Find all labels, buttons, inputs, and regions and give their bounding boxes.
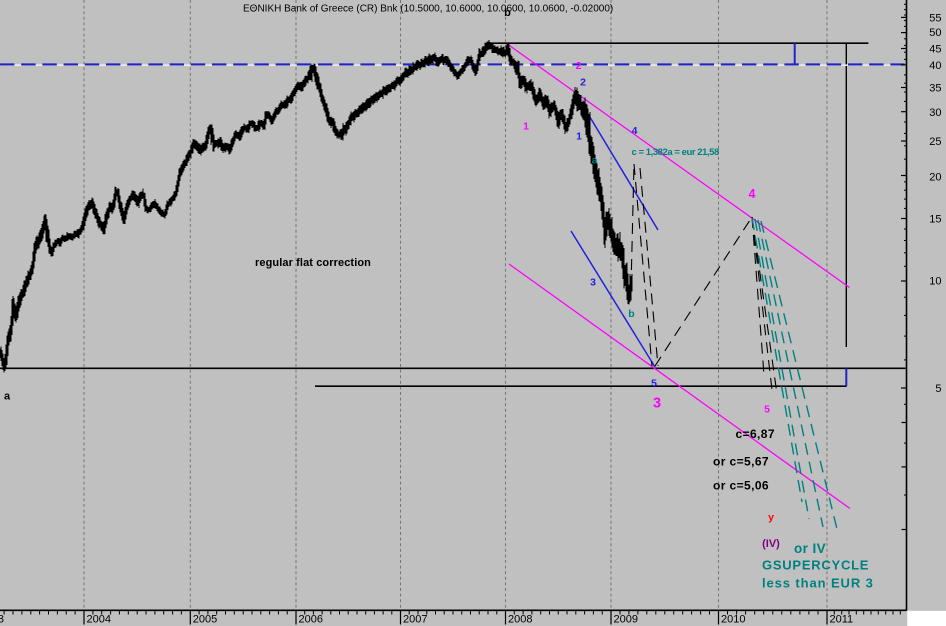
svg-text:5: 5 <box>935 383 941 395</box>
svg-text:30: 30 <box>929 107 941 119</box>
svg-text:b: b <box>504 7 511 19</box>
svg-text:15: 15 <box>929 214 941 226</box>
svg-text:2009: 2009 <box>614 614 638 626</box>
svg-text:(IV): (IV) <box>762 538 780 550</box>
svg-text:EΘNIKH Bank of Greece (CR) Bnk: EΘNIKH Bank of Greece (CR) Bnk (10.5000,… <box>243 4 613 15</box>
svg-text:2008: 2008 <box>508 614 532 626</box>
svg-text:GSUPERCYCLE: GSUPERCYCLE <box>762 558 869 573</box>
svg-text:or IV: or IV <box>794 541 826 556</box>
svg-text:20: 20 <box>929 172 941 184</box>
svg-text:5: 5 <box>764 404 770 416</box>
svg-text:2007: 2007 <box>403 614 427 626</box>
svg-text:1: 1 <box>523 121 529 133</box>
svg-text:1: 1 <box>576 131 582 143</box>
svg-text:50: 50 <box>929 27 941 39</box>
svg-text:y: y <box>768 512 774 524</box>
svg-text:55: 55 <box>929 13 941 25</box>
svg-text:2004: 2004 <box>87 614 111 626</box>
svg-text:2003: 2003 <box>0 614 4 626</box>
svg-text:35: 35 <box>929 83 941 95</box>
svg-text:45: 45 <box>929 44 941 56</box>
svg-text:c=6,87: c=6,87 <box>736 427 775 441</box>
svg-text:2010: 2010 <box>721 614 745 626</box>
svg-text:a: a <box>4 391 11 403</box>
svg-text:2011: 2011 <box>830 614 854 626</box>
svg-text:or c=5,67: or c=5,67 <box>713 455 769 469</box>
svg-text:c = 1,382a = eur 21,58: c = 1,382a = eur 21,58 <box>632 147 719 158</box>
svg-text:40: 40 <box>929 60 941 72</box>
svg-text:or c=5,06: or c=5,06 <box>713 479 769 493</box>
svg-text:b: b <box>628 308 634 320</box>
svg-text:a: a <box>592 155 598 167</box>
svg-text:regular flat correction: regular flat correction <box>255 257 371 269</box>
svg-text:3: 3 <box>653 396 661 412</box>
svg-text:10: 10 <box>929 276 941 288</box>
svg-text:less than EUR 3: less than EUR 3 <box>762 576 874 591</box>
svg-text:2: 2 <box>576 60 582 72</box>
svg-text:2005: 2005 <box>193 614 217 626</box>
svg-text:3: 3 <box>590 277 596 289</box>
svg-text:2: 2 <box>580 77 586 89</box>
svg-text:4: 4 <box>632 125 638 137</box>
svg-text:25: 25 <box>929 136 941 148</box>
svg-text:2006: 2006 <box>299 614 323 626</box>
svg-text:4: 4 <box>749 187 756 201</box>
svg-text:5: 5 <box>651 378 657 390</box>
